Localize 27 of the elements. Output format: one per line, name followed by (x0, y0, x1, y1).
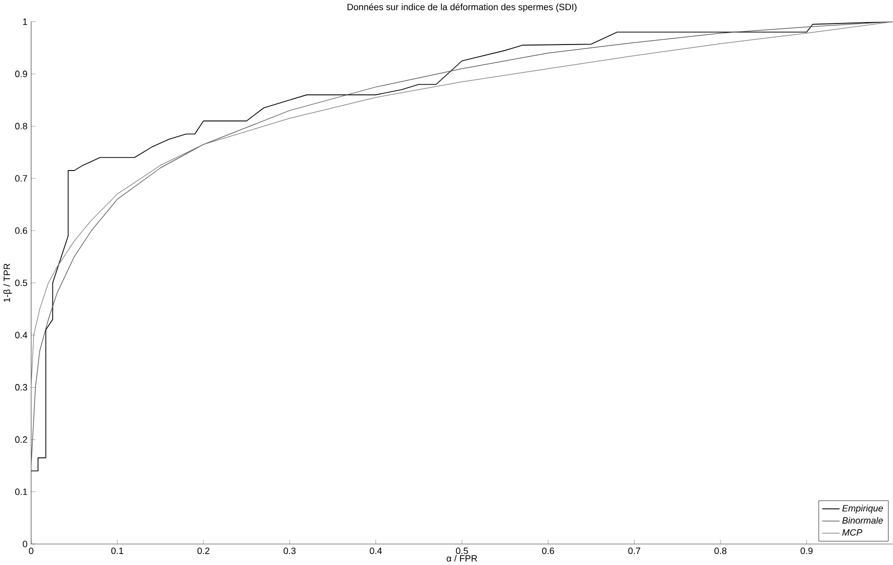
y-tick-label: 0.1 (15, 488, 28, 495)
x-tick-label: 0.8 (714, 548, 726, 554)
y-tick-label: 0.5 (15, 280, 28, 286)
y-tick-label: 0.3 (15, 384, 28, 391)
y-tick-label: 0.6 (15, 227, 28, 234)
legend-label: Binormale (842, 516, 883, 524)
x-tick-label: 0.7 (628, 548, 640, 554)
y-tick-label: 0.8 (15, 122, 28, 130)
y-tick-label: 0 (22, 540, 28, 548)
x-tick-label: 0.9 (800, 548, 813, 554)
x-tick-label: 0 (28, 548, 34, 554)
x-tick-label: 0.5 (456, 548, 468, 554)
x-tick-label: 0.1 (111, 548, 124, 554)
x-tick-label: 0.4 (370, 548, 382, 554)
y-tick-label: 0.2 (15, 436, 28, 443)
x-tick-label: 0.6 (542, 548, 554, 554)
y-tick-label: 0.9 (15, 70, 28, 78)
x-tick-label: 0.2 (197, 548, 210, 554)
x-tick-label: 0.3 (284, 548, 296, 554)
x-axis-title: α / FPR (446, 554, 478, 562)
y-tick-label: 0.7 (15, 175, 28, 182)
chart-title: Données sur indice de la déformation des spermes (SDI) (348, 3, 576, 12)
y-axis-title: 1-β / TPR (3, 264, 12, 302)
legend-label: MCP (842, 529, 862, 536)
y-tick-label: 0.4 (15, 332, 28, 338)
y-tick-label: 1 (23, 18, 28, 25)
legend-label: Empirique (842, 504, 883, 514)
